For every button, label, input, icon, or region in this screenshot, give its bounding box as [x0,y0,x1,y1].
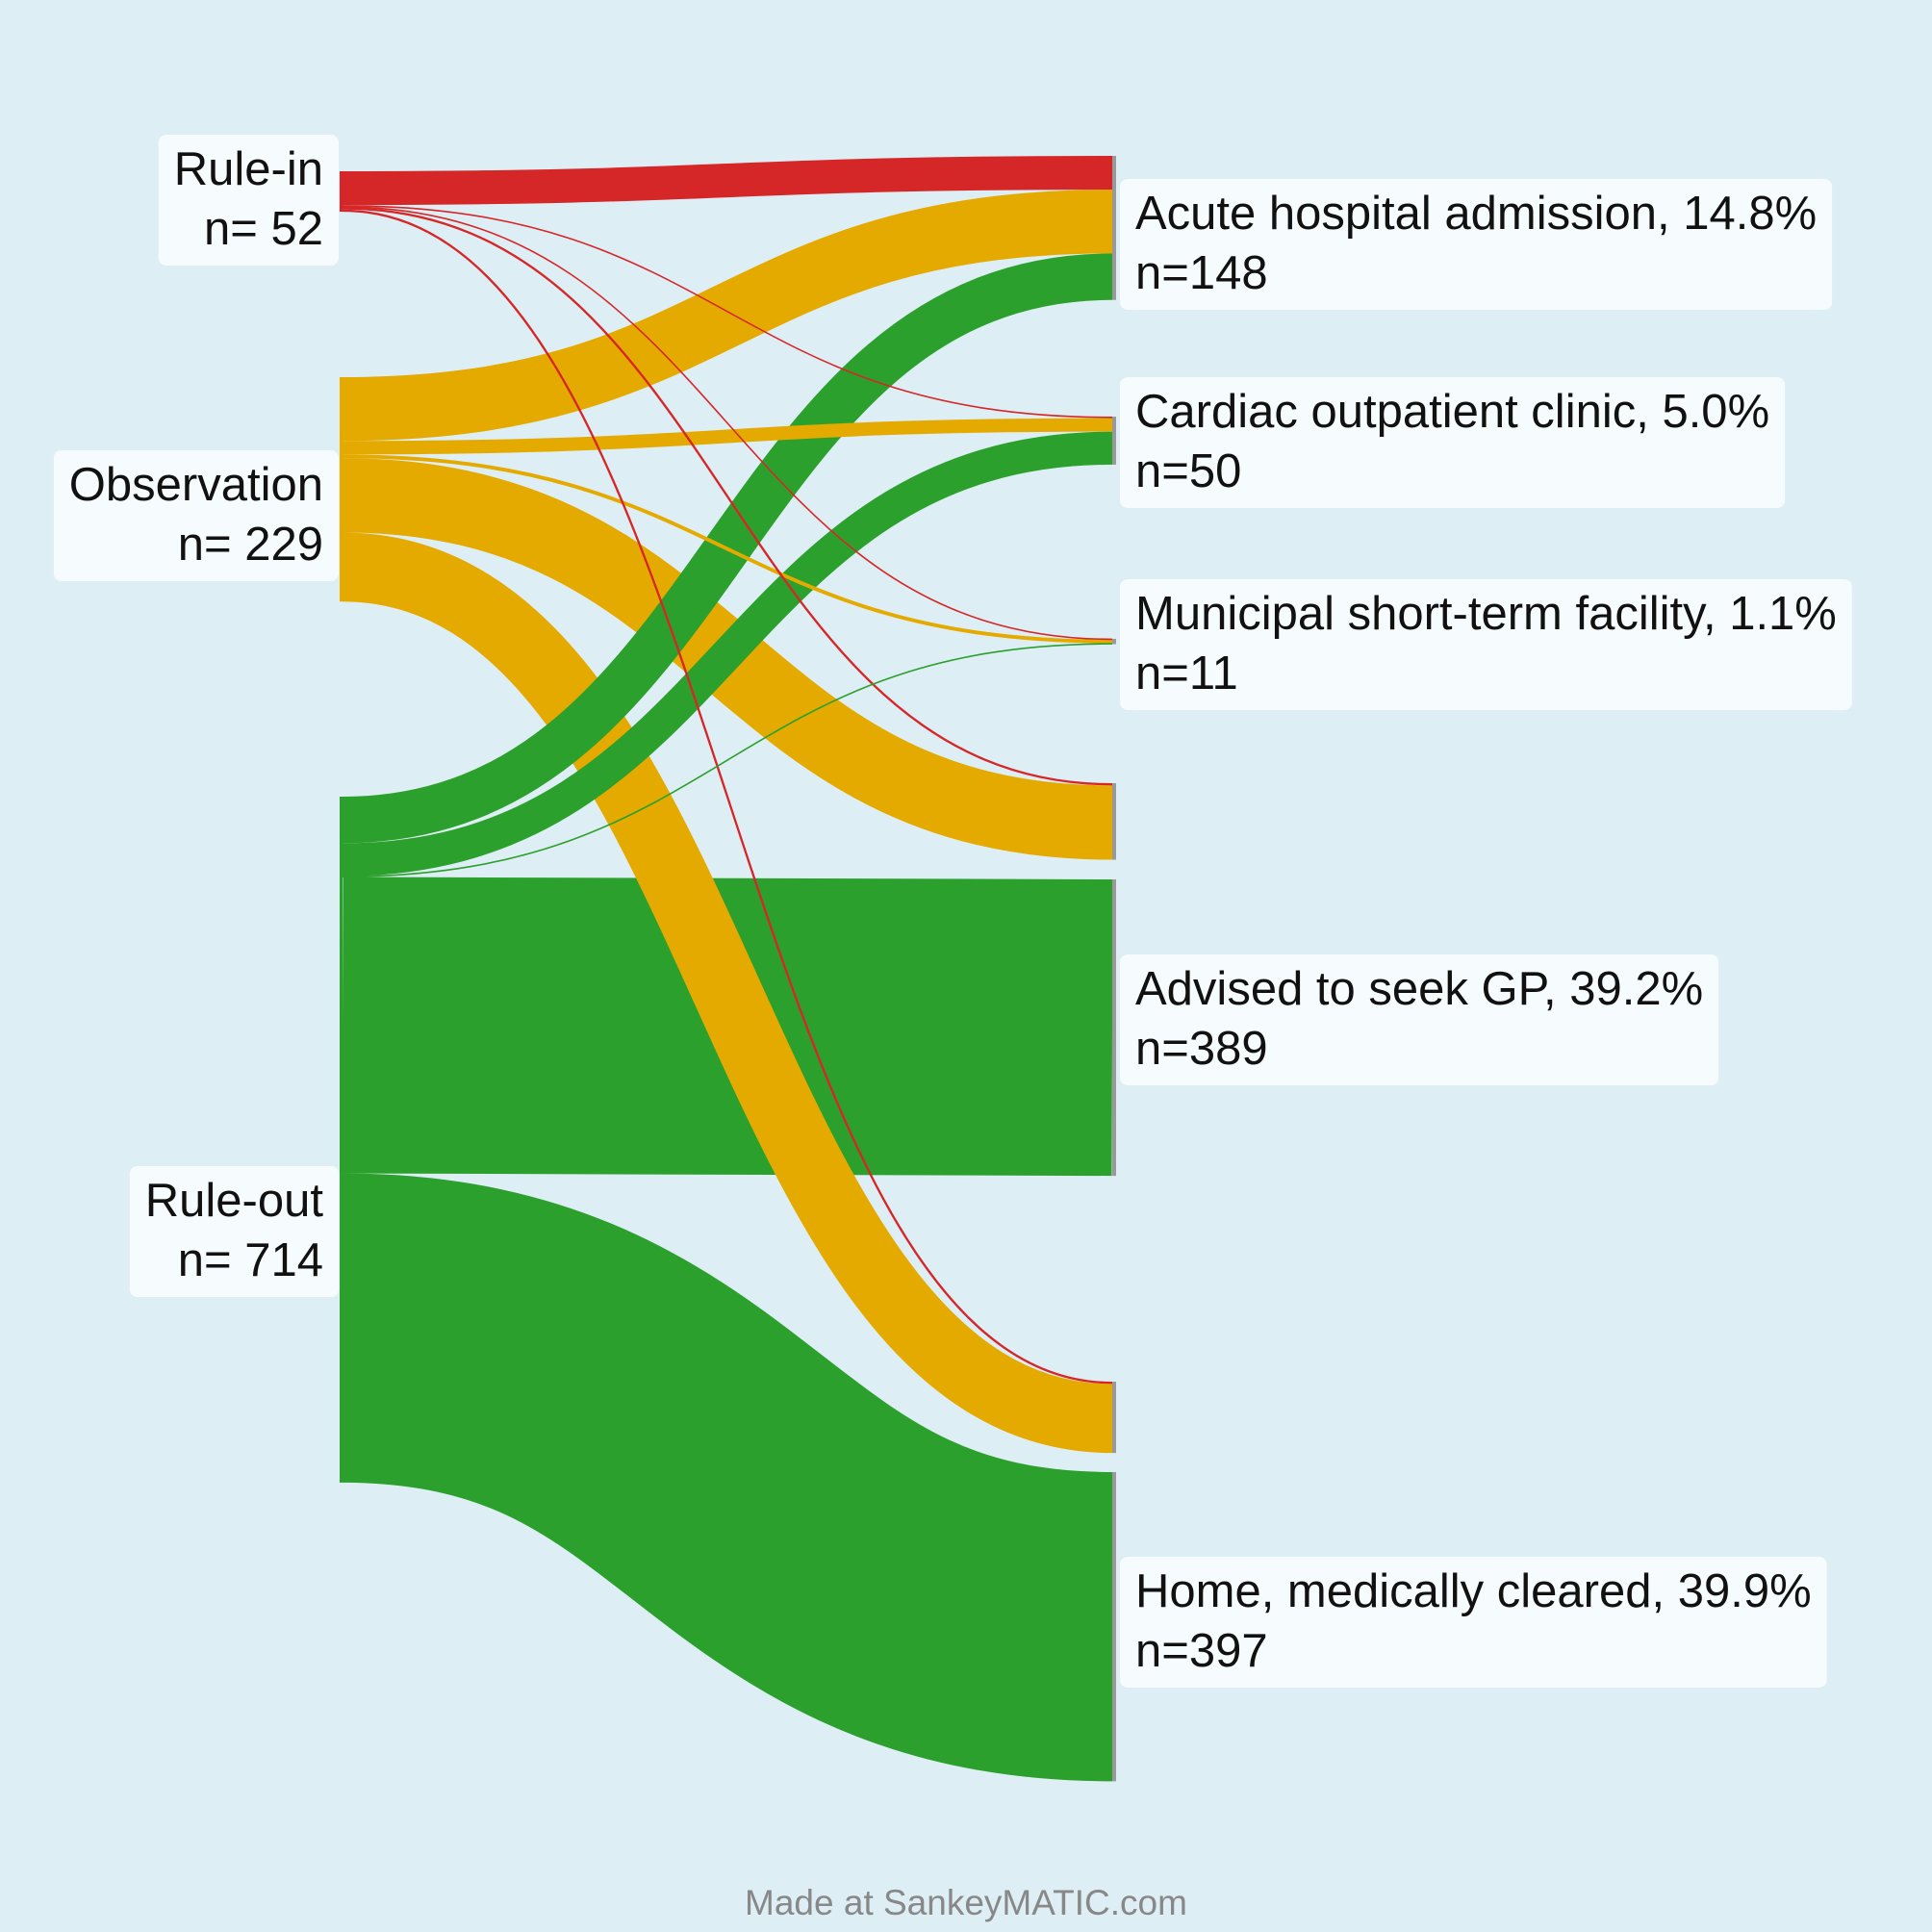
target-label-gp: Advised to seek GP, 39.2% n=389 [1120,954,1719,1085]
credit-text: Made at SankeyMATIC.com [745,1883,1187,1922]
target-node-acute [1112,156,1116,300]
target-label-acute: Acute hospital admission, 14.8% n=148 [1120,179,1833,310]
target-node-home_cleared [1112,1382,1116,1454]
node-label-name: Cardiac outpatient clinic, 5.0% [1135,386,1769,438]
source-node-rule_out [340,797,343,1483]
flow-rule_in-to-municipal [342,206,1113,641]
target-node-gp [1112,879,1116,1177]
source-node-rule_in [340,171,343,213]
flow-rule_out-to-cardiac [342,431,1113,877]
source-label-observation: Observation n= 229 [53,450,339,581]
flow-rule_in-to-acute [342,156,1113,206]
target-node-municipal [1112,639,1116,645]
node-labels: Rule-in n= 52 Observation n= 229 Rule-out n= … [53,135,1852,1688]
node-label-count: n= 229 [178,519,323,571]
target-node-home [1112,1472,1116,1782]
source-label-rule_in: Rule-in n= 52 [158,135,339,266]
flow-observation-to-home_cleared [342,532,1113,1454]
flow-rule_out-to-home [340,1173,1115,1782]
nodes [340,156,1116,1782]
flow-observation-to-municipal [342,454,1113,644]
node-label-count: n=389 [1135,1023,1268,1075]
node-label-name: Acute hospital admission, 14.8% [1135,188,1817,240]
flow-rule_in-to-other [342,207,1113,786]
flow-observation-to-cardiac [342,418,1113,455]
target-label-home: Home, medically cleared, 39.9% n=397 [1120,1557,1827,1688]
flow-rule_in-to-home_cleared [342,209,1113,1385]
node-label-count: n= 52 [204,203,323,255]
node-label-count: n=11 [1135,648,1238,699]
flow-rule_out-to-municipal [342,643,1113,877]
node-label-count: n=397 [1135,1625,1268,1677]
target-label-cardiac: Cardiac outpatient clinic, 5.0% n=50 [1120,377,1786,508]
node-label-name: Rule-out [145,1175,324,1227]
target-label-municipal: Municipal short-term facility, 1.1% n=11 [1120,579,1852,710]
node-label-name: Municipal short-term facility, 1.1% [1135,588,1837,640]
flow-rule_in-to-cardiac [342,205,1113,419]
target-node-other [1112,783,1116,860]
flow-observation-to-acute [342,190,1113,442]
node-label-count: n=148 [1135,247,1268,299]
node-label-count: n= 714 [178,1234,323,1286]
node-label-name: Observation [69,459,323,511]
node-label-name: Advised to seek GP, 39.2% [1135,963,1703,1015]
node-label-count: n=50 [1135,445,1241,497]
node-label-name: Home, medically cleared, 39.9% [1135,1565,1812,1617]
target-node-cardiac [1112,417,1116,465]
node-label-name: Rule-in [174,143,323,195]
flow-links [340,156,1115,1782]
source-label-rule_out: Rule-out n= 714 [129,1166,340,1297]
source-node-observation [340,377,343,602]
